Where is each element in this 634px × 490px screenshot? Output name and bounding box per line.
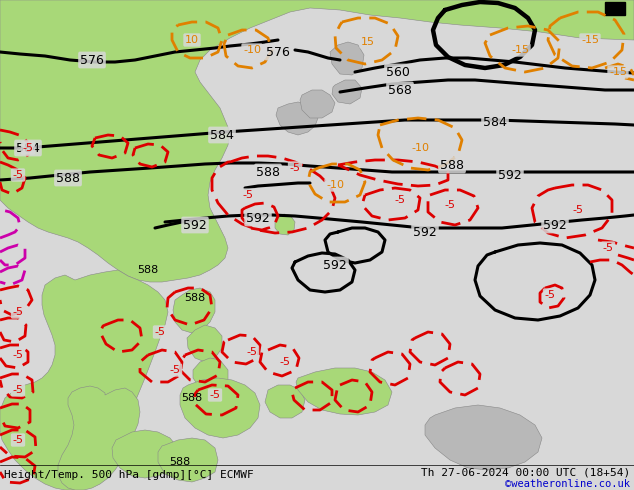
Text: -5: -5 bbox=[290, 163, 301, 173]
Text: 560: 560 bbox=[386, 66, 410, 78]
Text: -5: -5 bbox=[280, 357, 290, 367]
Text: -10: -10 bbox=[411, 143, 429, 153]
Text: 15: 15 bbox=[361, 37, 375, 47]
Text: 10: 10 bbox=[185, 35, 199, 45]
Polygon shape bbox=[330, 42, 364, 75]
Text: -5: -5 bbox=[394, 195, 406, 205]
Text: -10: -10 bbox=[243, 45, 261, 55]
Text: 588: 588 bbox=[169, 457, 191, 467]
Text: 592: 592 bbox=[543, 219, 567, 231]
Text: 592: 592 bbox=[246, 212, 270, 224]
Text: 588: 588 bbox=[440, 158, 464, 172]
Polygon shape bbox=[425, 405, 542, 470]
Text: 592: 592 bbox=[183, 219, 207, 231]
Text: -15: -15 bbox=[511, 45, 529, 55]
Text: 576: 576 bbox=[80, 53, 104, 67]
Polygon shape bbox=[296, 368, 392, 415]
Text: 584: 584 bbox=[210, 128, 234, 142]
Polygon shape bbox=[158, 438, 218, 482]
Text: -5: -5 bbox=[13, 350, 23, 360]
Text: 592: 592 bbox=[498, 169, 522, 181]
Text: 584: 584 bbox=[483, 116, 507, 128]
Text: -5: -5 bbox=[444, 200, 455, 210]
Text: 592: 592 bbox=[413, 225, 437, 239]
Text: Th 27-06-2024 00:00 UTC (18+54): Th 27-06-2024 00:00 UTC (18+54) bbox=[421, 467, 630, 477]
Text: -5: -5 bbox=[13, 170, 23, 180]
Polygon shape bbox=[112, 430, 178, 478]
Text: 584: 584 bbox=[16, 142, 40, 154]
Polygon shape bbox=[173, 288, 215, 333]
Text: 576: 576 bbox=[266, 46, 290, 58]
Polygon shape bbox=[180, 378, 260, 438]
Text: 588: 588 bbox=[138, 265, 158, 275]
Text: -10: -10 bbox=[326, 180, 344, 190]
Polygon shape bbox=[276, 102, 318, 135]
Text: -5: -5 bbox=[22, 143, 34, 153]
Text: ©weatheronline.co.uk: ©weatheronline.co.uk bbox=[505, 479, 630, 489]
Text: Height/Temp. 500 hPa [gdmp][°C] ECMWF: Height/Temp. 500 hPa [gdmp][°C] ECMWF bbox=[4, 470, 254, 480]
Text: -5: -5 bbox=[247, 347, 257, 357]
Text: 588: 588 bbox=[184, 293, 205, 303]
Polygon shape bbox=[605, 2, 625, 15]
Text: 588: 588 bbox=[181, 393, 203, 403]
Polygon shape bbox=[58, 386, 140, 490]
Text: -5: -5 bbox=[573, 205, 583, 215]
Text: -15: -15 bbox=[609, 67, 627, 77]
Text: 588: 588 bbox=[56, 172, 80, 185]
Polygon shape bbox=[0, 0, 634, 282]
Text: -5: -5 bbox=[545, 290, 555, 300]
Text: -5: -5 bbox=[242, 190, 254, 200]
Polygon shape bbox=[332, 80, 362, 104]
Text: -5: -5 bbox=[13, 435, 23, 445]
Text: -15: -15 bbox=[581, 35, 599, 45]
Polygon shape bbox=[300, 90, 335, 118]
Text: -5: -5 bbox=[13, 385, 23, 395]
Text: -5: -5 bbox=[602, 243, 614, 253]
Polygon shape bbox=[265, 385, 305, 418]
Text: -5: -5 bbox=[155, 327, 165, 337]
Text: -5: -5 bbox=[169, 365, 181, 375]
Text: 592: 592 bbox=[323, 259, 347, 271]
Text: -5: -5 bbox=[13, 307, 23, 317]
Polygon shape bbox=[275, 214, 295, 235]
Text: 588: 588 bbox=[256, 166, 280, 178]
Text: -5: -5 bbox=[209, 390, 221, 400]
Polygon shape bbox=[187, 325, 222, 362]
Polygon shape bbox=[0, 270, 168, 490]
Polygon shape bbox=[193, 358, 228, 392]
Text: 568: 568 bbox=[388, 83, 412, 97]
